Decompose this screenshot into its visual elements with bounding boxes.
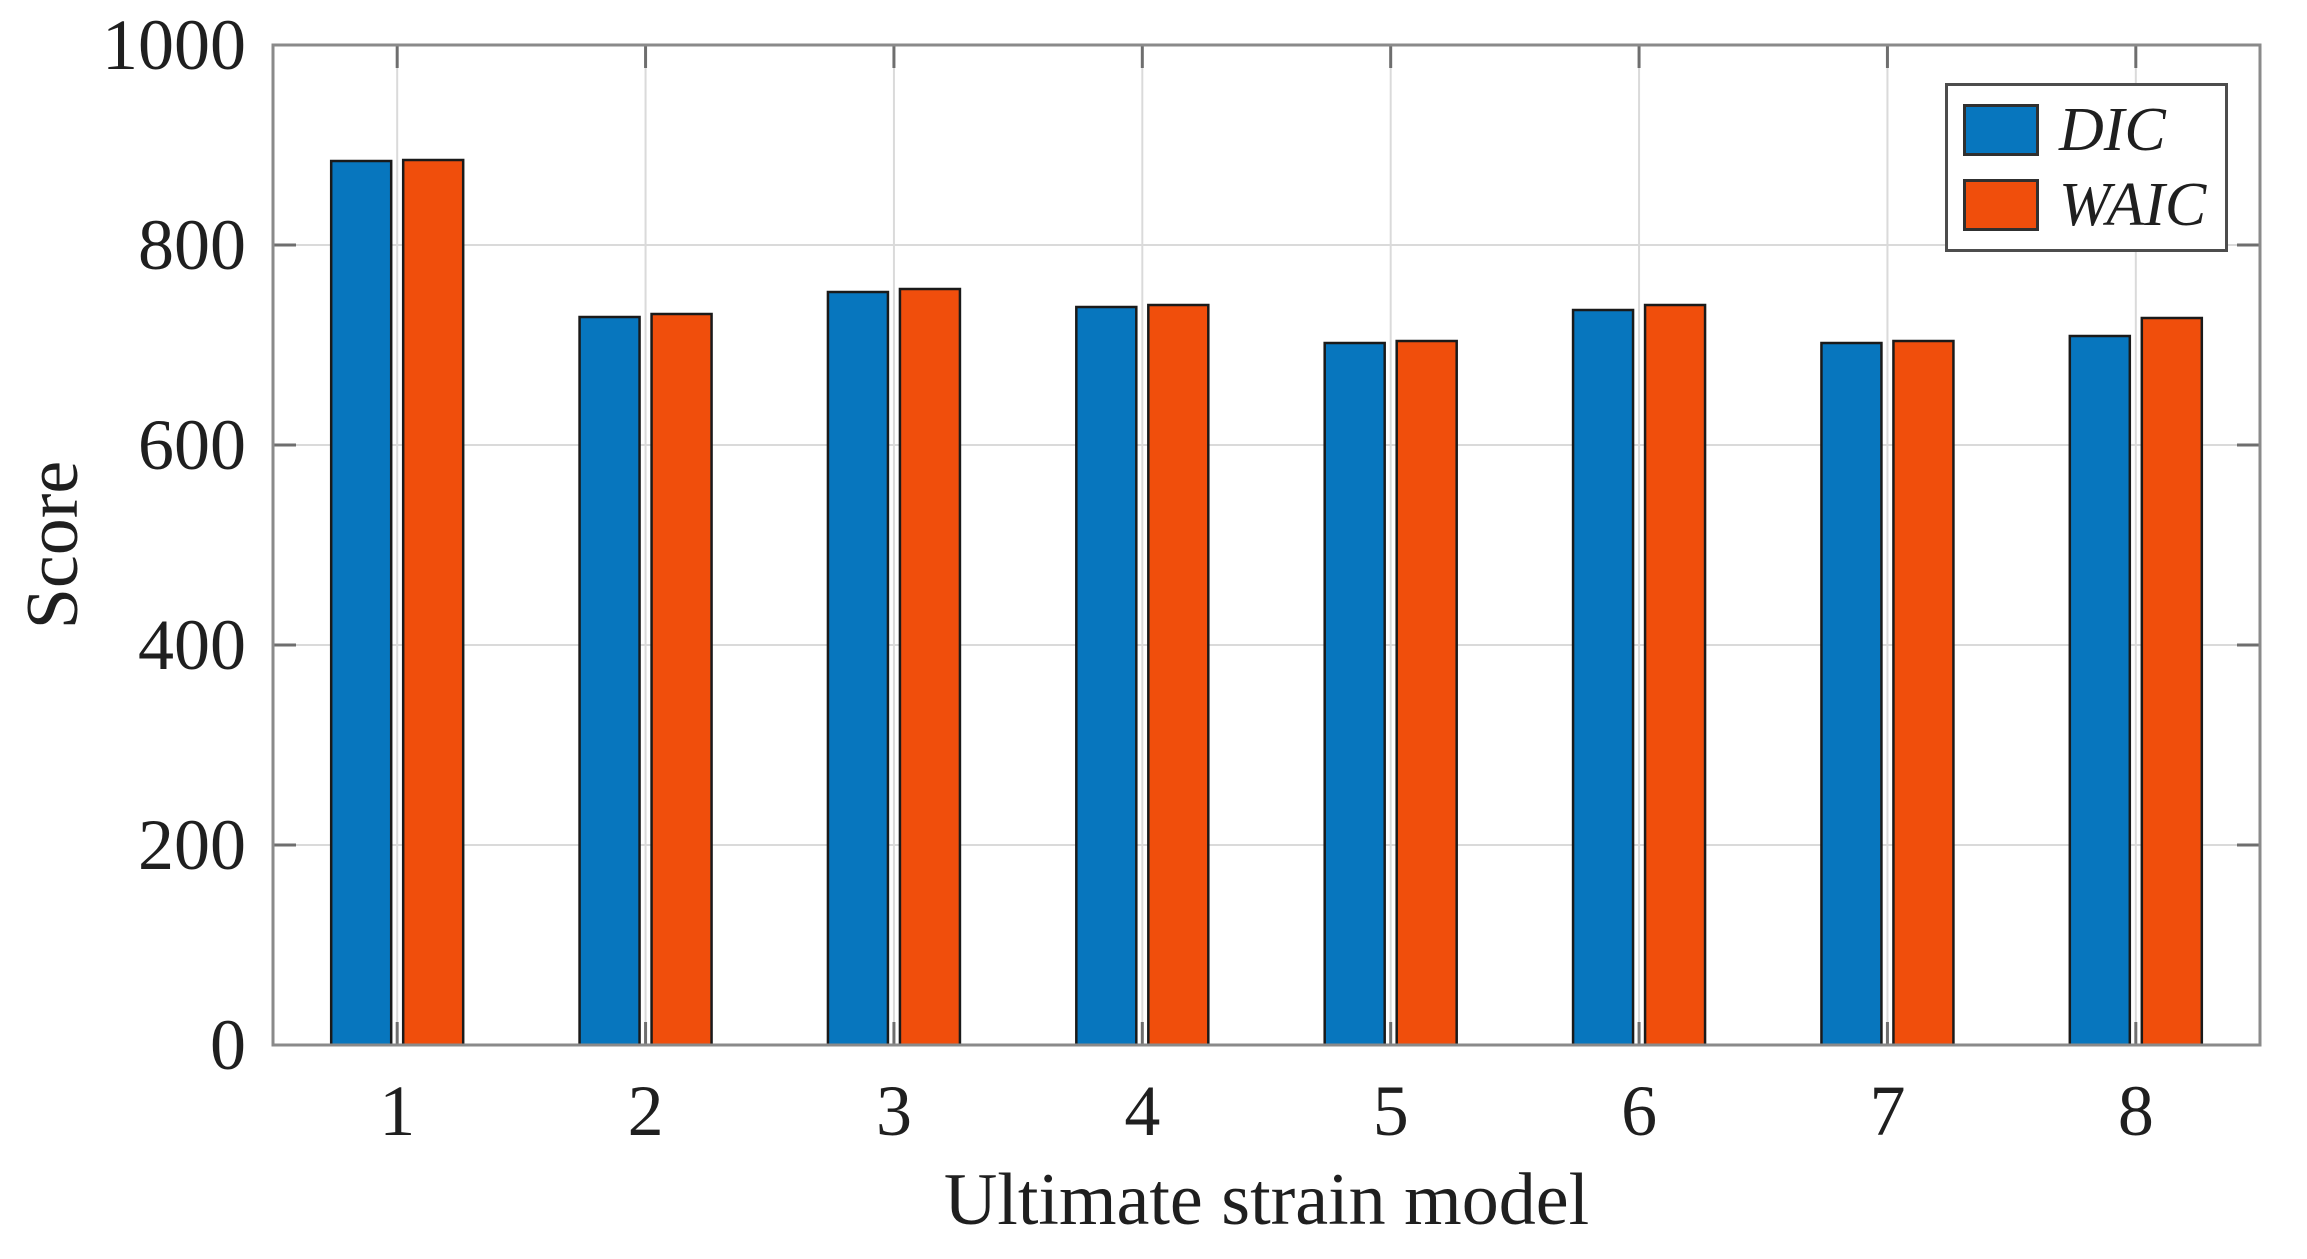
bar-dic-4 <box>1075 305 1138 1047</box>
bar-waic-1 <box>401 158 465 1047</box>
bar-waic-4 <box>1147 303 1210 1047</box>
ytick-label-400: 400 <box>138 605 246 685</box>
legend-row-dic: DIC <box>1963 99 2225 161</box>
bar-waic-5 <box>1395 339 1458 1047</box>
ytick-label-200: 200 <box>138 805 246 885</box>
xtick-label-6: 6 <box>1621 1071 1657 1151</box>
xtick-label-2: 2 <box>628 1071 664 1151</box>
xtick-label-3: 3 <box>876 1071 912 1151</box>
ytick-label-0: 0 <box>210 1005 246 1085</box>
bar-waic-8 <box>2140 316 2204 1047</box>
bar-dic-1 <box>329 159 393 1047</box>
bar-waic-7 <box>1892 339 1955 1047</box>
legend-label-dic: DIC <box>2059 96 2166 164</box>
xtick-label-5: 5 <box>1373 1071 1409 1151</box>
legend-label-waic: WAIC <box>2059 171 2207 239</box>
bar-waic-2 <box>650 312 713 1047</box>
legend-row-waic: WAIC <box>1963 174 2225 236</box>
legend-swatch-waic-icon <box>1963 179 2039 231</box>
bar-waic-3 <box>898 287 962 1047</box>
xtick-label-4: 4 <box>1124 1071 1160 1151</box>
legend-swatch-dic-icon <box>1963 104 2039 156</box>
ytick-label-600: 600 <box>138 405 246 485</box>
bar-waic-6 <box>1643 303 1707 1047</box>
bar-dic-7 <box>1820 341 1883 1047</box>
ytick-label-1000: 1000 <box>102 5 246 85</box>
bar-dic-3 <box>826 290 890 1047</box>
x-axis-label: Ultimate strain model <box>943 1159 1590 1241</box>
bar-dic-8 <box>2068 334 2132 1047</box>
bar-dic-2 <box>578 315 641 1047</box>
axes-box <box>271 43 2262 1047</box>
bar-dic-6 <box>1571 308 1635 1047</box>
ytick-label-800: 800 <box>138 205 246 285</box>
xtick-label-7: 7 <box>1869 1071 1905 1151</box>
bar-dic-5 <box>1323 341 1386 1047</box>
legend: DIC WAIC <box>1945 83 2228 252</box>
xtick-label-1: 1 <box>379 1071 415 1151</box>
xtick-label-8: 8 <box>2118 1071 2154 1151</box>
y-axis-label: Score <box>12 460 94 630</box>
